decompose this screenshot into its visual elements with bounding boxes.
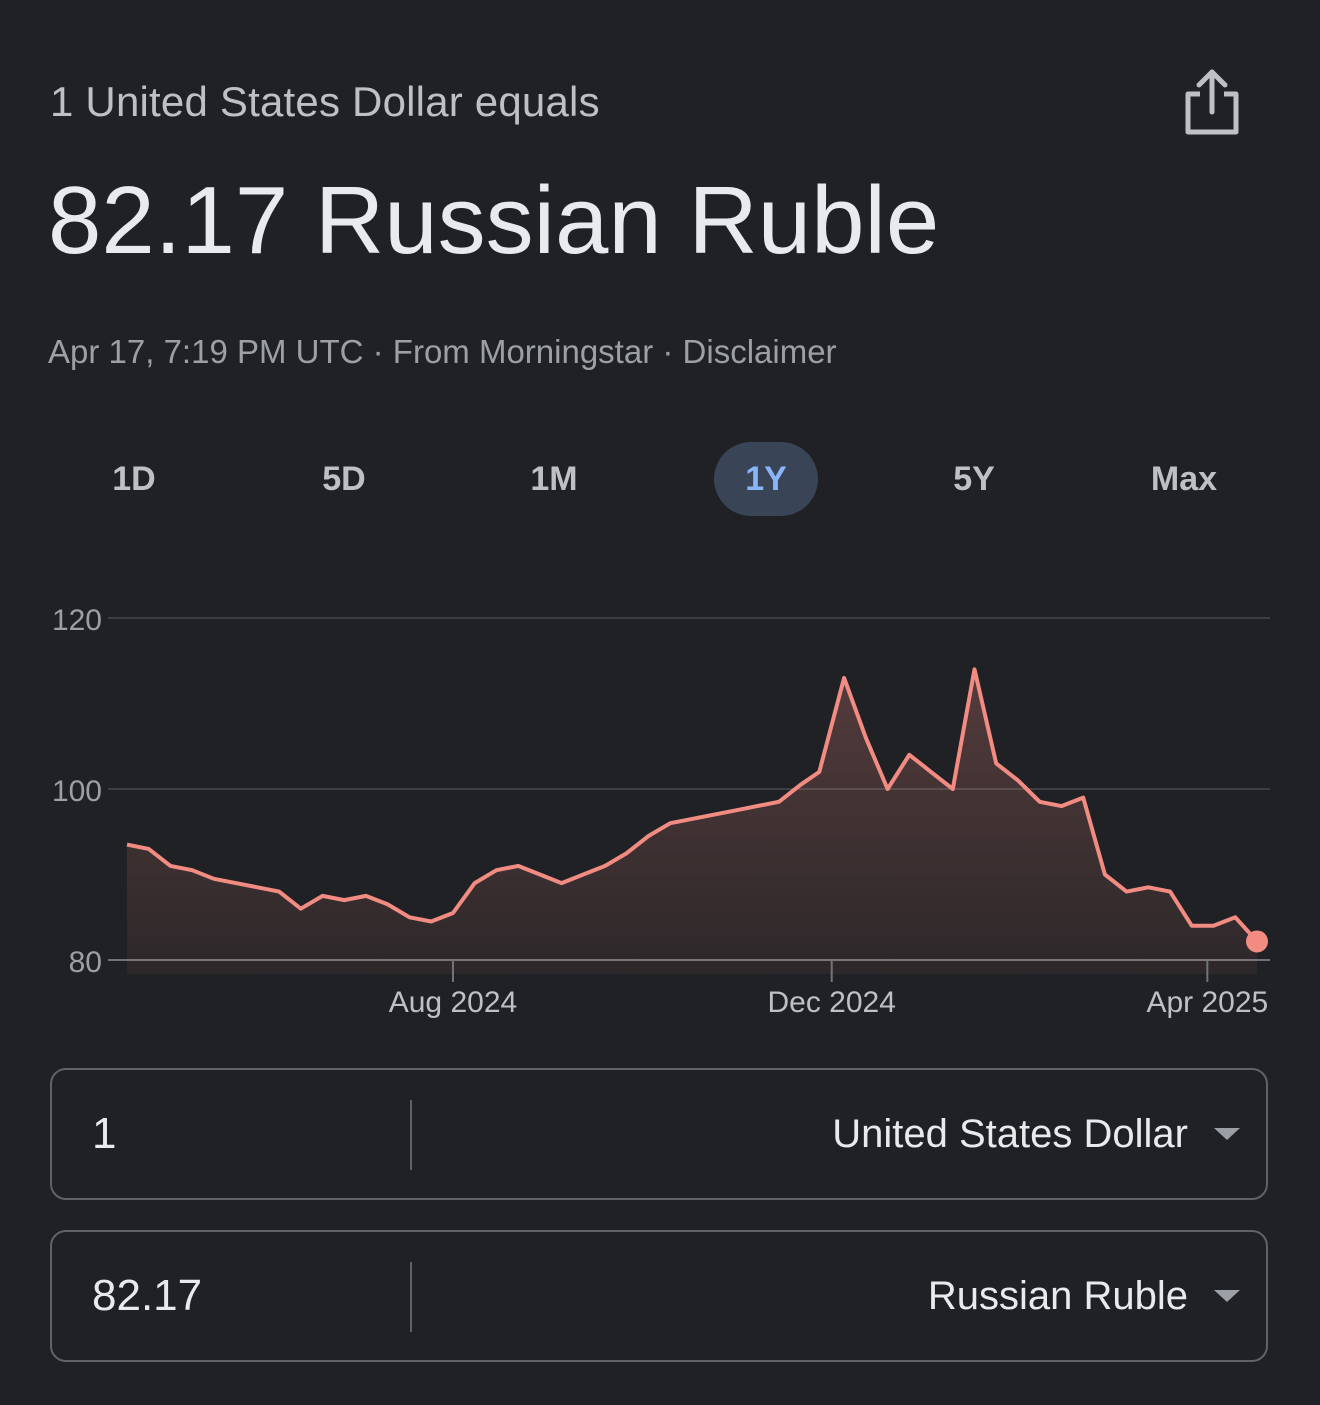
y-tick-label: 120 (52, 604, 102, 637)
share-icon (1185, 69, 1239, 135)
tab-max[interactable]: Max (1150, 459, 1218, 498)
x-tick-label: Dec 2024 (767, 986, 895, 1019)
conversion-meta: Apr 17, 7:19 PM UTC · From Morningstar ·… (48, 333, 837, 371)
share-button[interactable] (1180, 66, 1244, 138)
tab-1d[interactable]: 1D (112, 459, 156, 498)
from-amount-input[interactable]: 1 (92, 1109, 117, 1158)
to-amount-input[interactable]: 82.17 (92, 1271, 203, 1320)
meta-separator: · (662, 333, 674, 370)
tab-5y[interactable]: 5Y (953, 459, 995, 498)
from-currency-label: United States Dollar (832, 1111, 1188, 1156)
to-currency-select[interactable]: Russian Ruble (414, 1232, 1266, 1360)
chevron-down-icon (1214, 1290, 1240, 1302)
tab-1m[interactable]: 1M (530, 459, 578, 498)
tab-5d[interactable]: 5D (322, 459, 366, 498)
field-divider (410, 1100, 412, 1170)
to-currency-field: 82.17 Russian Ruble (50, 1230, 1268, 1362)
current-value-dot (1246, 930, 1268, 953)
tab-1y[interactable]: 1Y (714, 442, 818, 516)
y-tick-label: 100 (52, 775, 102, 808)
x-tick-label: Aug 2024 (389, 986, 517, 1019)
source-link[interactable]: From Morningstar (392, 333, 654, 370)
time-range-tabs: 1D 5D 1M 1Y 5Y Max (30, 442, 1290, 516)
meta-separator: · (372, 333, 384, 370)
exchange-rate-chart[interactable]: 120 100 80 Aug 2024 Dec 2024 Apr 2025 (0, 590, 1320, 1030)
x-tick-label: Apr 2025 (1146, 986, 1268, 1019)
series-area (127, 669, 1257, 974)
from-currency-select[interactable]: United States Dollar (414, 1070, 1266, 1198)
conversion-result-headline: 82.17 Russian Ruble (48, 167, 940, 274)
y-tick-label: 80 (69, 946, 102, 979)
to-currency-label: Russian Ruble (927, 1273, 1188, 1318)
conversion-subtitle: 1 United States Dollar equals (50, 78, 600, 125)
disclaimer-link[interactable]: Disclaimer (682, 333, 837, 370)
timestamp: Apr 17, 7:19 PM UTC (48, 333, 364, 370)
field-divider (410, 1262, 412, 1332)
chevron-down-icon (1214, 1128, 1240, 1140)
from-currency-field: 1 United States Dollar (50, 1068, 1268, 1200)
